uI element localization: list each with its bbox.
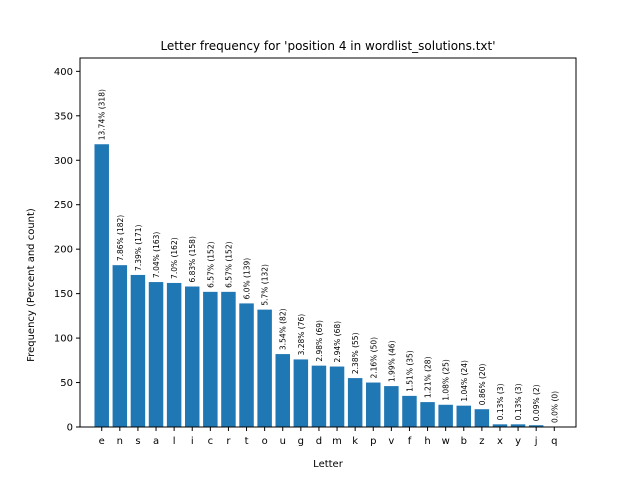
bar-value-label: 6.83% (158) (188, 236, 197, 282)
x-tick-label: v (388, 436, 394, 447)
bar-i (184, 286, 200, 427)
bar-f (402, 395, 417, 427)
x-tick-label: i (191, 436, 194, 447)
x-tick-label: d (316, 436, 322, 447)
bar-value-label: 7.86% (182) (116, 215, 125, 261)
x-tick-label: u (280, 436, 286, 447)
x-tick-label: j (534, 436, 538, 447)
x-tick-label: q (551, 436, 557, 447)
y-tick-label: 250 (54, 200, 73, 211)
y-tick-label: 400 (54, 67, 73, 78)
bar-value-label: 7.39% (171) (134, 225, 143, 271)
bar-value-label: 0.13% (3) (496, 383, 505, 420)
x-tick-label: c (208, 436, 214, 447)
bar-value-label: 1.21% (28) (424, 356, 433, 398)
x-tick-label: s (135, 436, 140, 447)
chart-title: Letter frequency for 'position 4 in word… (160, 39, 495, 53)
bar-value-label: 2.98% (69) (315, 320, 324, 362)
bar-c (203, 291, 218, 427)
x-tick-label: g (298, 436, 304, 447)
bar-value-label: 0.13% (3) (514, 383, 523, 420)
bar-value-label: 13.74% (318) (98, 89, 107, 140)
x-tick-label: p (370, 436, 376, 447)
x-tick-label: x (497, 436, 503, 447)
bar-x (492, 424, 508, 427)
x-tick-label: f (408, 436, 412, 447)
bar-v (384, 386, 399, 427)
bar-value-label: 2.16% (50) (369, 337, 378, 379)
x-tick-label: k (352, 436, 358, 447)
y-axis-title: Frequency (Percent and count) (26, 208, 37, 362)
bar-value-label: 7.04% (163) (152, 232, 161, 278)
bar-value-label: 5.7% (132) (261, 264, 270, 306)
bar-value-label: 6.0% (139) (243, 258, 252, 300)
bar-e (94, 144, 109, 427)
x-tick-label: e (99, 436, 105, 447)
y-tick-label: 100 (54, 334, 73, 345)
y-tick-label: 150 (54, 289, 73, 300)
bar-value-label: 0.86% (20) (478, 364, 487, 406)
bar-labels-group: 13.74% (318) 7.86% (182) 7.39% (171) 7.04% … (98, 89, 560, 423)
bar-value-label: 0.0% (0) (550, 391, 559, 423)
bar-m (329, 366, 345, 427)
bar-g (293, 359, 309, 427)
x-tick-label: n (117, 436, 123, 447)
y-tick-label: 350 (54, 111, 73, 122)
y-tick-label: 0 (67, 423, 73, 434)
bar-b (456, 405, 472, 427)
bar-p (366, 382, 381, 427)
y-tick-label: 50 (60, 378, 73, 389)
bar-value-label: 3.28% (76) (297, 314, 306, 356)
bar-value-label: 0.09% (2) (532, 384, 541, 421)
bar-z (474, 409, 490, 427)
bar-value-label: 1.08% (25) (442, 359, 451, 401)
bar-y (510, 424, 526, 427)
bar-value-label: 1.51% (35) (405, 350, 414, 392)
bar-value-label: 7.0% (162) (170, 237, 179, 279)
x-tick-label: a (153, 436, 159, 447)
x-tick-label: y (515, 436, 521, 447)
bars-group (94, 144, 544, 427)
bar-n (112, 265, 128, 427)
y-tick-label: 300 (54, 156, 73, 167)
bar-d (311, 365, 327, 427)
bar-a (148, 282, 164, 427)
bar-value-label: 1.99% (46) (387, 340, 396, 382)
bar-value-label: 2.38% (55) (351, 332, 360, 374)
y-axis: 0 50 100 150 200 250 300 350 400 (54, 67, 80, 434)
bar-value-label: 2.94% (68) (333, 321, 342, 363)
bar-u (275, 354, 290, 427)
bar-w (438, 404, 453, 427)
bar-l (166, 282, 182, 427)
x-axis-title: Letter (313, 459, 344, 470)
y-tick-label: 200 (54, 245, 73, 256)
x-tick-label: w (442, 436, 450, 447)
x-tick-label: l (173, 436, 176, 447)
x-tick-label: t (245, 436, 249, 447)
x-tick-label: b (461, 436, 467, 447)
bar-h (420, 402, 435, 427)
bar-value-label: 3.54% (82) (279, 308, 288, 350)
bar-value-label: 6.57% (152) (224, 241, 233, 287)
bar-k (347, 378, 363, 427)
bar-value-label: 6.57% (152) (206, 241, 215, 287)
x-tick-label: o (262, 436, 268, 447)
bar-j (528, 425, 544, 427)
bar-r (221, 291, 236, 427)
bar-o (257, 309, 272, 427)
x-tick-label: m (332, 436, 342, 447)
plot-frame (79, 57, 577, 428)
x-tick-label: r (226, 436, 231, 447)
bar-value-label: 1.04% (24) (460, 360, 469, 402)
x-tick-label: h (424, 436, 430, 447)
x-tick-label: z (479, 436, 484, 447)
bar-s (130, 274, 146, 427)
bar-t (239, 303, 254, 427)
